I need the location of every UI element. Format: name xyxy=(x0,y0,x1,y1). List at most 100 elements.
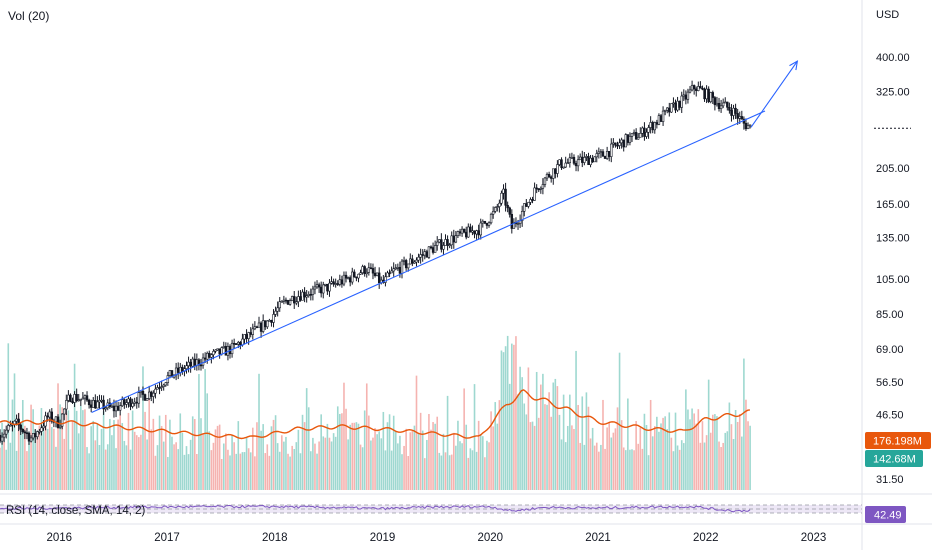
volume-bar xyxy=(699,442,702,490)
volume-bar xyxy=(714,414,716,490)
candle-body xyxy=(701,87,704,90)
volume-bar xyxy=(303,422,306,490)
candle-body xyxy=(436,241,439,246)
candle-body xyxy=(212,351,215,356)
time-axis-ticks[interactable]: 2016 2017 2018 2019 2020 2021 2022 2023 xyxy=(46,532,826,544)
volume-bar xyxy=(181,432,184,490)
candle-body xyxy=(295,301,298,304)
candle-body xyxy=(643,127,646,137)
candle-body xyxy=(5,429,8,435)
candle-body xyxy=(181,366,184,372)
price-tick-label: 135.00 xyxy=(876,232,910,244)
volume-bar xyxy=(69,449,72,490)
volume-bar xyxy=(409,432,412,490)
volume-bar xyxy=(380,438,383,490)
candle-body xyxy=(131,403,134,407)
volume-bar xyxy=(42,430,45,490)
volume-bar xyxy=(258,373,260,490)
volume-bar xyxy=(672,451,675,490)
volume-bar xyxy=(405,428,407,490)
volume-bar xyxy=(289,456,291,490)
candle-body xyxy=(384,276,387,283)
candle-body xyxy=(2,433,6,438)
volume-bar xyxy=(266,444,269,490)
candle-body xyxy=(748,124,752,127)
volume-bar xyxy=(102,411,105,490)
volume-bar xyxy=(423,458,426,490)
volume-bar xyxy=(293,449,296,490)
volume-bar xyxy=(546,404,548,490)
volume-bar xyxy=(345,408,347,490)
volume-bar xyxy=(720,447,722,490)
candle-body xyxy=(653,122,656,131)
volume-bar xyxy=(674,412,677,490)
candle-body xyxy=(489,213,493,224)
candle-body xyxy=(100,399,103,402)
volume-bar xyxy=(363,410,366,490)
candle-body xyxy=(562,166,565,169)
candle-body xyxy=(558,159,561,165)
candle-body xyxy=(539,187,543,190)
candle-body xyxy=(363,266,366,275)
volume-bar xyxy=(75,410,78,490)
trend-drawings[interactable] xyxy=(91,60,799,414)
volume-bar xyxy=(312,437,314,490)
candle-body xyxy=(618,142,621,146)
candle-body xyxy=(438,239,441,243)
candle-body xyxy=(203,357,207,360)
candle-body xyxy=(504,188,507,206)
volume-bar xyxy=(283,441,285,490)
volume-bar xyxy=(697,409,700,490)
price-axis-ticks[interactable]: 400.00325.00273.24205.00165.00135.00105.… xyxy=(874,52,911,486)
projection-arrow[interactable] xyxy=(750,60,798,128)
candle-body xyxy=(417,256,420,261)
volume-last-value: 142.68M xyxy=(873,454,916,466)
volume-bar xyxy=(537,417,540,490)
candle-body xyxy=(214,349,217,352)
candle-body xyxy=(473,230,476,235)
volume-bar xyxy=(500,350,503,490)
volume-bar xyxy=(421,430,424,490)
candle-body xyxy=(25,432,29,434)
candle-body xyxy=(123,399,126,405)
candle-body xyxy=(249,332,252,335)
candle-body xyxy=(709,92,712,102)
volume-bar xyxy=(494,402,497,490)
candle-body xyxy=(264,320,267,328)
candle-body xyxy=(692,85,696,90)
candle-body xyxy=(261,320,265,332)
candle-body xyxy=(639,133,642,138)
volume-bar xyxy=(36,435,39,490)
volume-bar xyxy=(624,450,627,490)
price-tick-label: 165.00 xyxy=(876,199,910,211)
candle-body xyxy=(649,122,652,128)
candle-body xyxy=(237,342,240,345)
candle-body xyxy=(371,268,375,274)
candle-body xyxy=(89,404,93,408)
rsi-value-badge: 42.49 xyxy=(865,506,906,523)
volume-bar xyxy=(310,451,312,490)
rsi-indicator-label[interactable]: RSI (14, close, SMA, 14, 2) xyxy=(6,505,146,517)
candle-body xyxy=(235,343,238,345)
volume-last-badge: 142.68M xyxy=(865,450,923,467)
volume-bar xyxy=(111,435,113,490)
volume-bar xyxy=(662,417,664,490)
volume-bar xyxy=(633,450,635,490)
candle-body xyxy=(367,267,371,273)
candle-body xyxy=(591,157,594,163)
volume-bar xyxy=(479,434,482,490)
candle-body xyxy=(177,367,180,373)
candle-body xyxy=(697,86,700,91)
candle-body xyxy=(54,416,58,423)
candle-body xyxy=(462,228,466,233)
volume-indicator-label[interactable]: Vol (20) xyxy=(8,9,49,23)
candle-body xyxy=(605,150,609,159)
volume-bar xyxy=(457,420,459,490)
candle-body xyxy=(724,101,727,104)
volume-bar xyxy=(115,448,117,490)
volume-bar xyxy=(357,423,360,490)
volume-bar xyxy=(724,432,727,490)
trendline[interactable] xyxy=(91,110,766,414)
candle-body xyxy=(634,132,638,140)
